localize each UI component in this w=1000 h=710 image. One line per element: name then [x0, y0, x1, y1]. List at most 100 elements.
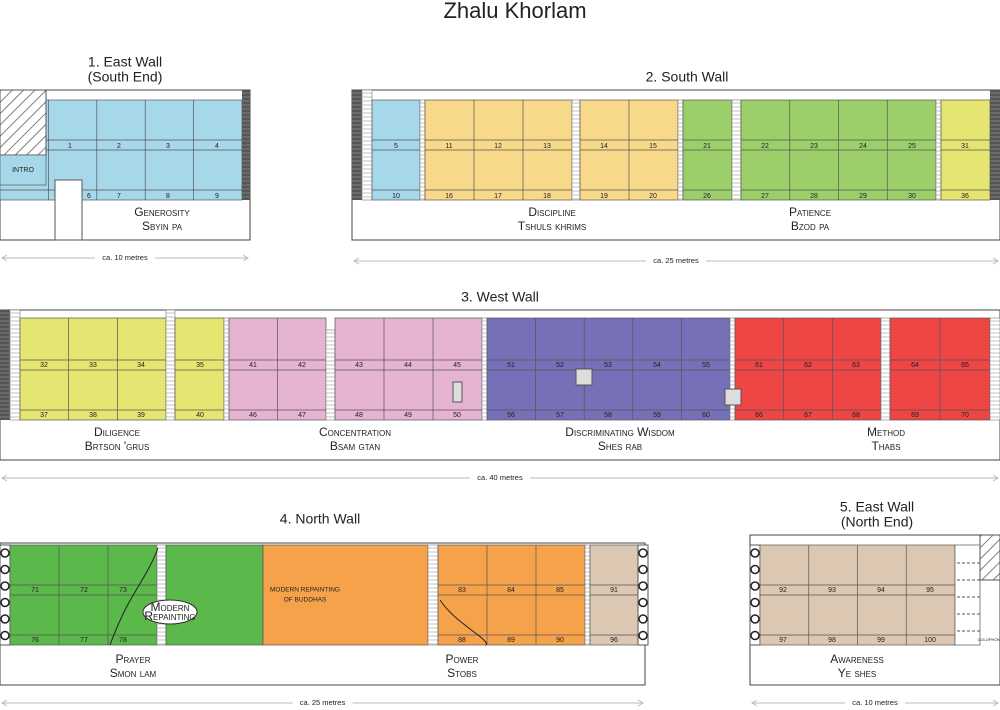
niche [724, 388, 742, 406]
scale-arrow [1, 699, 644, 707]
niche [452, 381, 463, 403]
panel-number: 69 [911, 412, 919, 419]
virtue-name: Awareness [830, 652, 884, 666]
panel-block [734, 317, 882, 421]
panel-number: 19 [600, 193, 608, 200]
panel-number: 54 [653, 362, 661, 369]
panel-number: 13 [543, 143, 551, 150]
virtue-tibetan: Brtson 'grus [85, 439, 150, 453]
column [638, 548, 648, 558]
panel-number: 78 [119, 637, 127, 644]
column-strip [0, 544, 11, 646]
panel-number: 58 [604, 412, 612, 419]
panel-number: 93 [828, 587, 836, 594]
panel-number: 16 [445, 193, 453, 200]
column [0, 630, 10, 641]
panel-number: 53 [604, 362, 612, 369]
panel-number: 34 [137, 362, 145, 369]
door [54, 179, 83, 241]
panel-number: 52 [556, 362, 564, 369]
panel-number: 85 [556, 587, 564, 594]
panel-number: 59 [653, 412, 661, 419]
panel-number: 8 [166, 193, 170, 200]
virtue-name: Power [446, 652, 479, 666]
wall-title: 4. North Wall [280, 511, 360, 527]
scale-gap [95, 252, 155, 264]
panel-number: 1 [68, 143, 72, 150]
panel-number: 73 [119, 587, 127, 594]
panel-number: 12 [494, 143, 502, 150]
scale-gap [646, 255, 706, 267]
virtue-tibetan: Stobs [447, 666, 477, 680]
column [0, 581, 10, 591]
panel-number: 14 [600, 143, 608, 150]
column [750, 614, 760, 624]
column [638, 581, 648, 591]
virtue-name: Diligence [94, 425, 140, 439]
panel-number: 68 [852, 412, 860, 419]
panel-number: 30 [908, 193, 916, 200]
panel-number: 45 [453, 362, 461, 369]
panel-number: 99 [877, 637, 885, 644]
virtue-tibetan: Sbyin pa [142, 219, 183, 233]
panel-number: 65 [961, 362, 969, 369]
panel-number: 21 [703, 143, 711, 150]
virtue-tibetan: Bsam gtan [330, 439, 381, 453]
hatch [0, 89, 47, 156]
panel-number: 31 [961, 143, 969, 150]
virtue-name: Generosity [134, 205, 190, 219]
virtue-name: Discriminating Wisdom [565, 425, 675, 439]
panel-number: 84 [507, 587, 515, 594]
virtue-tibetan: Thabs [871, 439, 900, 453]
panel-number: 41 [249, 362, 257, 369]
panel-number: 32 [40, 362, 48, 369]
column [750, 597, 760, 608]
panel-number: 49 [404, 412, 412, 419]
panel-number: 77 [80, 637, 88, 644]
panel-number: 64 [911, 362, 919, 369]
panel-number: 39 [137, 412, 145, 419]
panel-number: 95 [926, 587, 934, 594]
panel-block [165, 544, 264, 646]
virtue-name: Prayer [116, 652, 151, 666]
panel-block [174, 317, 225, 421]
scale-arrow [1, 254, 249, 262]
panel-number: 61 [755, 362, 763, 369]
virtue-name: Concentration [319, 425, 391, 439]
wall-title: (North End) [841, 514, 913, 530]
column-strip [637, 544, 649, 646]
panel-number: 35 [196, 362, 204, 369]
panel-number: 2 [117, 143, 121, 150]
panel-number: 23 [810, 143, 818, 150]
column-strip [749, 544, 761, 646]
scale-label: ca. 25 metres [653, 256, 699, 265]
panel-number: 55 [702, 362, 710, 369]
panel-number: 20 [649, 193, 657, 200]
unpainted [954, 544, 981, 646]
panel-number: 62 [804, 362, 812, 369]
virtue-tibetan: Tshuls khrims [518, 219, 586, 233]
virtue-name: Discipline [528, 205, 575, 219]
scale-arrow [353, 257, 999, 265]
hatch [979, 534, 1000, 581]
panel-number: 27 [761, 193, 769, 200]
panel-number: 15 [649, 143, 657, 150]
column [0, 564, 10, 575]
column [0, 597, 10, 608]
panel-number: 51 [507, 362, 515, 369]
panel-number: 33 [89, 362, 97, 369]
column [638, 564, 648, 575]
panel-number: 89 [507, 637, 515, 644]
wall-title: 1. East Wall [88, 54, 162, 70]
panel-number: 26 [703, 193, 711, 200]
panel-number: 96 [610, 637, 618, 644]
virtue-tibetan: Smon lam [110, 666, 157, 680]
column [750, 581, 760, 591]
panel-number: 44 [404, 362, 412, 369]
column [638, 630, 648, 641]
panel-number: 46 [249, 412, 257, 419]
panel-number: 97 [779, 637, 787, 644]
panel-number: 37 [40, 412, 48, 419]
column [0, 614, 10, 624]
panel-number: 88 [458, 637, 466, 644]
